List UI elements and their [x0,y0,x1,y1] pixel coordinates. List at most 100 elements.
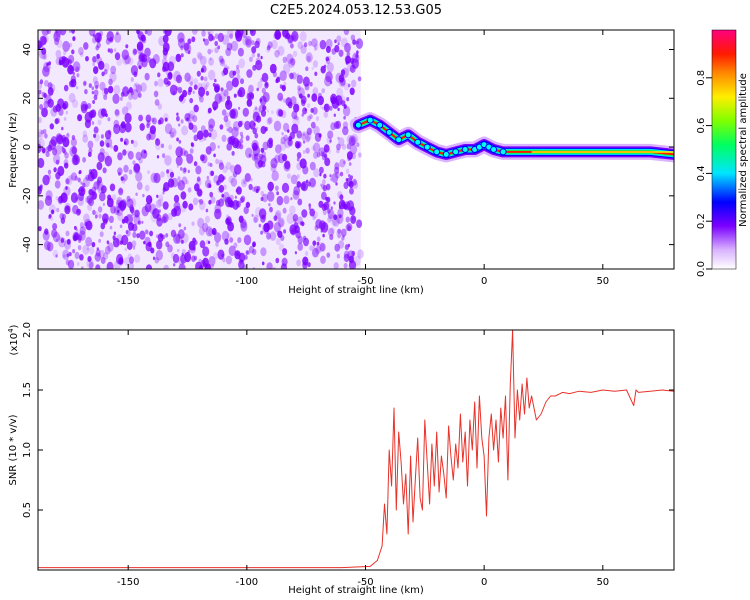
noise-blob [88,30,96,37]
noise-blob [86,258,94,269]
noise-blob [305,147,310,154]
signal-blob [452,148,460,156]
noise-blob [146,123,150,129]
noise-blob [275,144,282,154]
signal-blob [442,150,450,158]
noise-blob [41,51,47,60]
noise-blob [333,201,336,205]
noise-blob [180,191,187,200]
noise-blob [180,254,187,264]
noise-blob [42,66,50,77]
noise-blob [42,128,47,135]
noise-blob [202,257,209,268]
noise-blob [70,78,77,88]
noise-blob [336,213,344,224]
noise-blob [80,181,83,185]
noise-blob [203,84,208,91]
noise-blob [85,220,93,231]
noise-blob [349,87,355,96]
noise-blob [199,95,204,103]
colorbar: 0.0 0.2 0.4 0.6 0.8 Normalized spectral ampl… [696,29,749,277]
noise-blob [325,45,331,54]
noise-blob [290,197,293,201]
noise-blob [121,106,129,116]
snr-x-tick-label: -100 [235,577,258,588]
noise-blob [187,75,194,85]
noise-blob [70,192,79,203]
noise-blob [234,250,241,260]
noise-blob [230,108,239,120]
noise-blob [165,241,170,248]
noise-blob [213,175,220,184]
noise-blob [308,206,312,211]
noise-blob [85,236,93,247]
noise-blob [338,240,345,249]
noise-blob [345,168,350,174]
noise-blob [202,246,210,257]
noise-blob [215,158,220,165]
noise-blob [103,252,109,260]
signal-blob [376,121,384,129]
noise-blob [175,146,183,158]
noise-blob [209,191,214,198]
noise-blob [228,199,234,208]
noise-blob [233,242,238,248]
noise-blob [87,140,94,149]
noise-blob [106,240,110,245]
noise-blob [317,95,325,106]
noise-blob [64,205,71,215]
noise-blob [351,216,355,221]
noise-blob [192,237,197,244]
noise-blob [53,31,61,42]
noise-blob [99,231,104,238]
noise-blob [126,241,133,250]
noise-blob [135,84,142,94]
noise-blob [55,238,59,242]
noise-blob [210,129,218,140]
noise-blob [272,33,278,40]
noise-blob [92,100,95,104]
noise-blob [274,49,280,58]
noise-blob [206,175,210,180]
noise-blob [38,48,46,59]
noise-blob [250,125,253,129]
noise-blob [301,181,309,192]
noise-blob [229,33,234,40]
noise-blob [77,245,82,251]
noise-blob [230,177,238,187]
noise-blob [310,108,314,113]
noise-blob [243,234,252,246]
noise-blob [208,31,211,35]
noise-blob [346,134,354,145]
noise-blob [278,109,284,117]
noise-blob [55,159,60,165]
noise-blob [78,230,86,241]
noise-blob [88,171,95,182]
noise-blob [178,140,182,144]
noise-blob [314,71,318,77]
noise-blob [102,167,107,174]
noise-blob [140,82,147,92]
noise-blob [131,240,137,248]
noise-blob [91,86,95,91]
noise-blob [42,230,50,241]
noise-blob [200,154,205,162]
noise-blob [104,155,113,167]
noise-blob [331,173,339,183]
noise-blob [308,203,312,208]
noise-blob [193,78,198,85]
noise-blob [183,226,187,231]
noise-blob [186,254,189,258]
noise-blob [323,64,327,69]
noise-blob [244,120,251,131]
noise-blob [197,217,205,228]
noise-blob [292,115,300,127]
noise-blob [65,110,69,115]
noise-blob [52,249,58,258]
noise-blob [83,42,89,50]
noise-blob [296,74,303,84]
noise-blob [311,145,316,151]
noise-blob [127,150,134,160]
noise-blob [38,116,42,124]
noise-blob [211,49,214,53]
